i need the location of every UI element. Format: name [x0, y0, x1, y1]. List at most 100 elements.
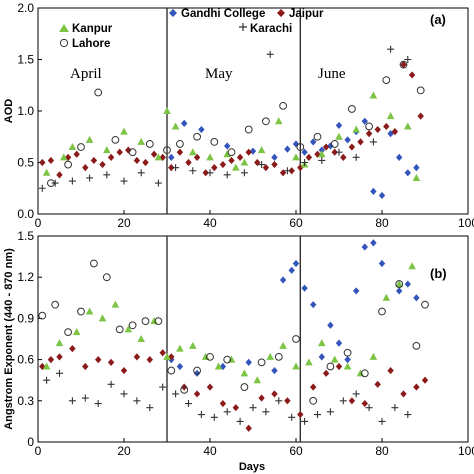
panel-a-point-karachi: [258, 161, 266, 169]
panel-b-point-lahore: [77, 307, 85, 316]
panel-a-point-lahore: [296, 143, 305, 151]
panel-a-point-lahore: [244, 125, 253, 134]
panel-a-point-lahore: [313, 132, 322, 141]
panel-a-point-karachi: [38, 184, 46, 192]
panel-a-point-gandhi-college: [224, 142, 231, 150]
panel-b-point-kanpur: [72, 328, 81, 336]
panel-b-point-lahore: [292, 335, 300, 343]
panel-a-point-kanpur: [232, 163, 240, 171]
panel-b-point-kanpur: [395, 280, 403, 288]
panel-b-point-jaipur: [159, 349, 166, 357]
panel-b-ytick-label: 1.5: [17, 229, 34, 243]
panel-b-point-lahore: [180, 385, 189, 394]
panel-a-point-jaipur: [400, 61, 407, 69]
panel-b-point-kanpur: [214, 362, 223, 370]
panel-b-point-jaipur: [82, 362, 89, 371]
legend-item-gandhi-college: Gandhi College: [169, 8, 265, 20]
panel-b-point-gandhi-college: [335, 339, 343, 347]
legend-item-lahore: Lahore: [59, 38, 110, 50]
legend-label-kanpur: Kanpur: [72, 23, 113, 35]
panel-a-point-gandhi-college: [249, 147, 257, 155]
panel-b-point-kanpur: [98, 314, 107, 322]
panel-a-point-jaipur: [357, 138, 364, 146]
panel-b-marks: [38, 239, 429, 432]
panel-b-xtick-label: 100: [458, 444, 474, 458]
legend-marker-karachi: [239, 23, 247, 31]
panel-a-point-jaipur: [73, 150, 80, 158]
panel-b-point-kanpur: [318, 339, 326, 347]
panel-a-point-lahore: [64, 160, 72, 169]
legend: Gandhi College Jaipur Kanpur Karachi Lah…: [59, 8, 324, 50]
panel-b-xtick-label: 40: [203, 444, 217, 458]
panel-b-point-gandhi-college: [176, 362, 184, 371]
panel-a-point-jaipur: [39, 158, 46, 167]
panel-b-point-karachi: [249, 404, 257, 412]
panel-b-point-jaipur: [374, 380, 381, 388]
panel-a-point-karachi: [172, 164, 180, 172]
panel-a-point-gandhi-college: [301, 148, 308, 156]
panel-b-point-kanpur: [408, 262, 416, 270]
panel-a-xtick-label: 60: [289, 216, 303, 230]
panel-a-point-gandhi-college: [413, 164, 420, 172]
panel-a-point-kanpur: [85, 135, 94, 143]
panel-b-point-lahore: [223, 355, 232, 364]
panel-b-point-gandhi-college: [245, 358, 252, 366]
legend-item-kanpur: Kanpur: [59, 23, 113, 35]
panel-b-point-gandhi-college: [378, 259, 386, 268]
legend-marker-kanpur: [59, 24, 69, 32]
panel-a-ytick-label: 1.0: [17, 104, 34, 118]
panel-b-point-lahore: [167, 366, 176, 375]
panel-b-point-karachi: [210, 413, 218, 421]
panel-a-point-karachi: [387, 45, 395, 53]
panel-a-point-kanpur: [163, 107, 171, 114]
panel-b-point-kanpur: [240, 369, 249, 377]
panel-b-point-kanpur: [176, 344, 184, 352]
panel-a-point-gandhi-college: [284, 145, 291, 153]
panel-a-point-jaipur: [305, 153, 313, 161]
panel-b-point-jaipur: [348, 397, 356, 405]
panel-a-point-karachi: [352, 153, 360, 161]
panel-b-xtick-label: 20: [117, 444, 131, 458]
panel-b-point-kanpur: [111, 300, 120, 308]
panel-b-point-kanpur: [201, 352, 210, 360]
panel-b-point-gandhi-college: [327, 321, 334, 329]
panel-a-point-kanpur: [171, 122, 180, 130]
panel-b-point-karachi: [94, 400, 102, 408]
panel-b-point-karachi: [352, 390, 360, 398]
panel-b-point-kanpur: [356, 369, 365, 377]
panel-a-point-kanpur: [120, 127, 128, 135]
panel-b-point-lahore: [421, 300, 429, 309]
panel-a-point-karachi: [137, 169, 145, 177]
panel-b-point-kanpur: [343, 362, 352, 370]
month-label-may: May: [205, 66, 233, 82]
panel-b-point-kanpur: [150, 317, 158, 325]
panel-a-point-jaipur: [374, 125, 381, 134]
panel-a-point-gandhi-college: [327, 142, 334, 150]
panel-a-point-karachi: [223, 171, 231, 179]
panel-a-point-karachi: [154, 179, 162, 187]
panel-a-point-lahore: [382, 76, 391, 84]
panel-a-point-gandhi-college: [344, 136, 351, 144]
panel-a-point-lahore: [262, 117, 270, 126]
panel-a-point-jaipur: [391, 128, 399, 136]
panel-a-point-jaipur: [245, 148, 252, 156]
panel-a-point-gandhi-college: [318, 146, 325, 154]
panel-b-point-gandhi-college: [353, 287, 360, 295]
panel-a-point-lahore: [111, 135, 120, 144]
panel-a-point-karachi: [68, 177, 76, 185]
panel-b-point-jaipur: [133, 353, 141, 361]
panel-b-point-jaipur: [258, 394, 265, 402]
panel-b-point-karachi: [314, 411, 321, 419]
panel-b-point-gandhi-college: [361, 243, 368, 251]
panel-b-point-karachi: [262, 408, 270, 416]
legend-marker-lahore: [59, 38, 69, 48]
panel-b-point-kanpur: [266, 352, 274, 360]
panel-b-point-jaipur: [206, 383, 214, 391]
panel-a-point-karachi: [240, 169, 248, 177]
panel-b-point-gandhi-college: [279, 276, 287, 284]
panel-a-point-jaipur: [417, 112, 424, 120]
panel-a-point-karachi: [404, 56, 412, 63]
panel-b-point-karachi: [146, 404, 154, 412]
